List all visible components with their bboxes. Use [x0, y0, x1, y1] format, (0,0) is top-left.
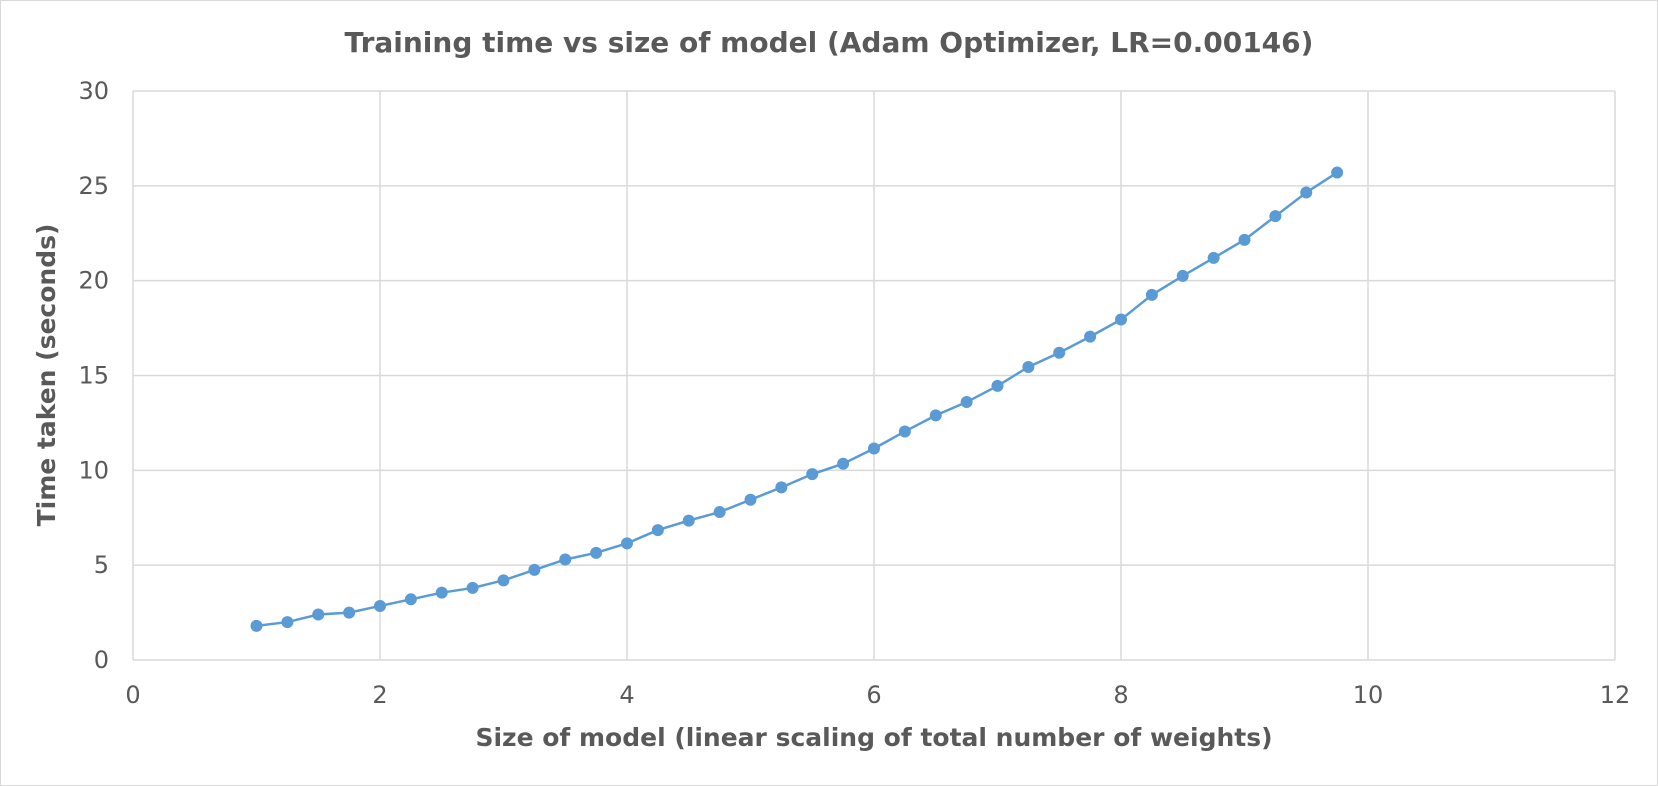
- data-point: [898, 425, 911, 438]
- tick-labels: 0 5 10 15 20 25 30 0 2 4 6 8 10 12: [78, 77, 1630, 709]
- data-point: [1053, 346, 1066, 359]
- x-tick-label: 10: [1353, 681, 1384, 709]
- y-tick-label: 0: [94, 646, 109, 674]
- x-tick-label: 12: [1600, 681, 1631, 709]
- data-point: [1084, 330, 1097, 343]
- data-point: [374, 599, 386, 612]
- y-tick-label: 15: [78, 362, 109, 390]
- x-tick-label: 2: [372, 681, 387, 709]
- data-point: [621, 537, 633, 550]
- data-point: [1300, 186, 1313, 199]
- data-point: [1269, 210, 1282, 223]
- data-point: [1238, 233, 1251, 246]
- data-point: [837, 457, 850, 470]
- data-point: [528, 563, 541, 576]
- data-point: [713, 506, 726, 519]
- data-point: [682, 514, 695, 527]
- data-point: [404, 593, 417, 606]
- y-tick-label: 20: [78, 267, 109, 295]
- x-axis-title: Size of model (linear scaling of total n…: [475, 723, 1272, 752]
- data-point: [1145, 288, 1158, 301]
- data-point: [929, 409, 942, 422]
- data-point: [1176, 269, 1189, 282]
- data-point: [281, 616, 294, 629]
- data-point: [1207, 251, 1220, 264]
- data-point: [312, 608, 325, 621]
- y-tick-label: 25: [78, 172, 109, 200]
- data-point: [651, 524, 664, 537]
- data-point: [868, 442, 880, 455]
- data-point: [1115, 313, 1127, 326]
- data-point: [466, 581, 479, 594]
- data-point: [435, 586, 448, 599]
- data-point: [960, 396, 973, 409]
- data-point: [497, 574, 510, 587]
- data-point: [559, 553, 572, 566]
- data-point: [343, 606, 356, 619]
- data-point: [775, 481, 788, 494]
- data-point: [806, 468, 819, 481]
- x-tick-label: 4: [619, 681, 634, 709]
- y-axis-title: Time taken (seconds): [32, 224, 61, 527]
- series: [250, 166, 1344, 632]
- data-point: [744, 493, 757, 506]
- data-point: [1331, 166, 1344, 179]
- y-tick-label: 5: [94, 551, 109, 579]
- data-point: [590, 546, 603, 559]
- grid: [132, 90, 1616, 661]
- chart-title: Training time vs size of model (Adam Opt…: [345, 26, 1314, 59]
- x-tick-label: 6: [866, 681, 881, 709]
- data-point: [991, 379, 1004, 392]
- data-point: [1022, 360, 1035, 373]
- y-tick-label: 30: [78, 77, 109, 105]
- y-tick-label: 10: [78, 456, 109, 484]
- data-point: [250, 619, 263, 632]
- x-tick-label: 0: [125, 681, 140, 709]
- x-tick-label: 8: [1113, 681, 1128, 709]
- series-line: [256, 171, 1338, 628]
